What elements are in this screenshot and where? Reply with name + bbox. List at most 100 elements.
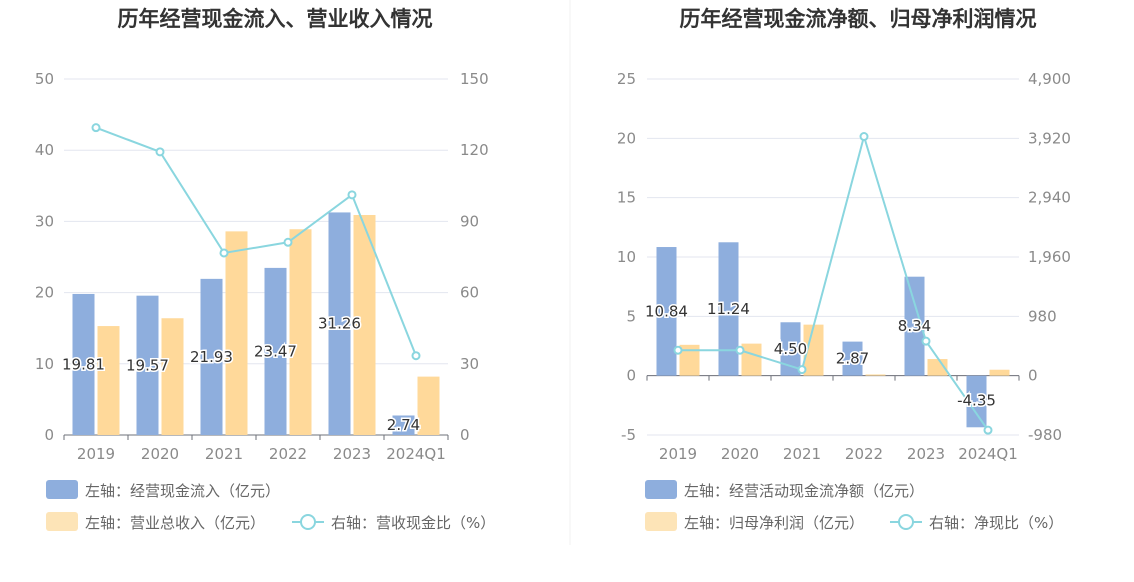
x-axis-label: 2019 bbox=[77, 445, 115, 463]
ratio-point bbox=[219, 248, 229, 258]
left-axis-tick: 0 bbox=[626, 367, 636, 385]
left-axis-tick: -5 bbox=[621, 426, 636, 444]
left-axis-tick: 50 bbox=[35, 70, 54, 88]
legend-label: 左轴：营业总收入（亿元） bbox=[85, 514, 265, 532]
right-axis-tick: 120 bbox=[460, 141, 489, 159]
bar-data-label: 21.93 bbox=[190, 348, 233, 366]
legend-label: 右轴：净现比（%） bbox=[929, 514, 1063, 532]
x-axis-label: 2024Q1 bbox=[386, 445, 446, 463]
right-axis-tick: 980 bbox=[1028, 307, 1057, 325]
ratio-point bbox=[797, 365, 807, 375]
bar-data-label: 2.87 bbox=[836, 350, 869, 368]
right-axis-tick: 90 bbox=[460, 212, 479, 230]
left-axis-tick: 40 bbox=[35, 141, 54, 159]
left-axis-tick: 15 bbox=[617, 189, 636, 207]
legend-label: 右轴：营收现金比（%） bbox=[331, 514, 495, 532]
legend-swatch bbox=[46, 512, 78, 531]
legend-label: 左轴：经营活动现金流净额（亿元） bbox=[684, 482, 924, 500]
bar-primary bbox=[392, 415, 415, 435]
bar-primary bbox=[780, 322, 801, 376]
ratio-point bbox=[411, 351, 421, 361]
left-axis-tick: 5 bbox=[626, 307, 636, 325]
x-axis-label: 2020 bbox=[721, 445, 759, 463]
right-axis-tick: 150 bbox=[460, 70, 489, 88]
ratio-line bbox=[678, 132, 989, 431]
bar-data-label: 8.34 bbox=[898, 317, 931, 335]
ratio-point bbox=[673, 345, 683, 355]
right-axis-tick: 0 bbox=[1028, 367, 1038, 385]
bar-secondary bbox=[289, 229, 312, 435]
ratio-point bbox=[91, 123, 101, 133]
bar-secondary bbox=[679, 344, 700, 376]
x-axis-label: 2023 bbox=[333, 445, 371, 463]
ratio-point bbox=[155, 147, 165, 157]
bar-data-label: 23.47 bbox=[254, 342, 297, 360]
bar-secondary bbox=[803, 324, 824, 376]
bar-secondary bbox=[865, 374, 886, 376]
ratio-point bbox=[921, 336, 931, 346]
legend-line-marker bbox=[300, 514, 316, 530]
right-axis-tick: 2,940 bbox=[1028, 189, 1071, 207]
legend-swatch bbox=[46, 480, 78, 499]
right-axis-tick: 1,960 bbox=[1028, 248, 1071, 266]
legend-2[interactable]: 左轴：经营活动现金流净额（亿元） 左轴：归母净利润（亿元） 右轴：净现比（%） bbox=[645, 480, 1063, 532]
bar-secondary bbox=[417, 376, 440, 435]
right-axis-tick: -980 bbox=[1028, 426, 1062, 444]
right-axis-tick: 60 bbox=[460, 284, 479, 302]
x-axis-label: 2021 bbox=[205, 445, 243, 463]
x-axis-label: 2022 bbox=[845, 445, 883, 463]
ratio-point bbox=[983, 425, 993, 435]
ratio-point bbox=[283, 237, 293, 247]
right-axis-tick: 30 bbox=[460, 355, 479, 373]
x-axis-label: 2023 bbox=[907, 445, 945, 463]
bar-secondary bbox=[741, 343, 762, 376]
ratio-line bbox=[95, 126, 417, 357]
x-axis-label: 2021 bbox=[783, 445, 821, 463]
bar-primary bbox=[904, 276, 925, 376]
legend-label: 左轴：归母净利润（亿元） bbox=[684, 514, 864, 532]
ratio-point bbox=[859, 132, 869, 142]
bar-data-label: 4.50 bbox=[774, 340, 807, 358]
right-axis-tick: 4,900 bbox=[1028, 70, 1071, 88]
bar-primary bbox=[966, 375, 987, 428]
left-axis-tick: 20 bbox=[617, 129, 636, 147]
x-axis-label: 2022 bbox=[269, 445, 307, 463]
right-axis-tick: 0 bbox=[460, 426, 470, 444]
bar-secondary bbox=[989, 369, 1010, 376]
legend-1[interactable]: 左轴：经营现金流入（亿元） 左轴：营业总收入（亿元） 右轴：营收现金比（%） bbox=[46, 480, 495, 532]
chart-title: 历年经营现金流入、营业收入情况 bbox=[118, 7, 433, 31]
x-axis-label: 2019 bbox=[659, 445, 697, 463]
x-axis-label: 2024Q1 bbox=[958, 445, 1018, 463]
ratio-point bbox=[347, 190, 357, 200]
chart-title: 历年经营现金流净额、归母净利润情况 bbox=[680, 7, 1037, 31]
bar-data-label: -4.35 bbox=[957, 392, 996, 410]
bar-primary bbox=[328, 212, 351, 435]
left-axis-tick: 0 bbox=[44, 426, 54, 444]
bar-primary bbox=[264, 267, 287, 435]
bar-data-label: 31.26 bbox=[318, 315, 361, 333]
bar-data-label: 10.84 bbox=[645, 302, 688, 320]
bar-primary bbox=[72, 293, 95, 435]
bar-primary bbox=[200, 278, 223, 435]
right-axis-tick: 3,920 bbox=[1028, 129, 1071, 147]
left-axis-tick: 10 bbox=[35, 355, 54, 373]
bar-primary bbox=[656, 247, 677, 376]
bar-data-label: 19.57 bbox=[126, 356, 169, 374]
legend-swatch bbox=[645, 480, 677, 499]
left-axis-tick: 20 bbox=[35, 284, 54, 302]
bar-secondary bbox=[97, 326, 120, 435]
legend-label: 左轴：经营现金流入（亿元） bbox=[85, 482, 280, 500]
bar-secondary bbox=[225, 231, 248, 435]
plot-area-1: 0 10 20 30 40 50 0 30 60 90 120 150 2019 2020 2021 2022… bbox=[35, 70, 489, 463]
legend-line-marker bbox=[898, 514, 914, 530]
bar-data-label: 11.24 bbox=[707, 300, 750, 318]
bar-data-label: 19.81 bbox=[62, 355, 105, 373]
x-axis-label: 2020 bbox=[141, 445, 179, 463]
bar-primary bbox=[136, 295, 159, 435]
plot-area-2: -5 0 5 10 15 20 25 -980 0 980 1,960 2,940 3,920 4,900… bbox=[617, 70, 1071, 463]
bar-data-label: 2.74 bbox=[387, 416, 420, 434]
left-axis-tick: 25 bbox=[617, 70, 636, 88]
legend-swatch bbox=[645, 512, 677, 531]
left-axis-tick: 10 bbox=[617, 248, 636, 266]
